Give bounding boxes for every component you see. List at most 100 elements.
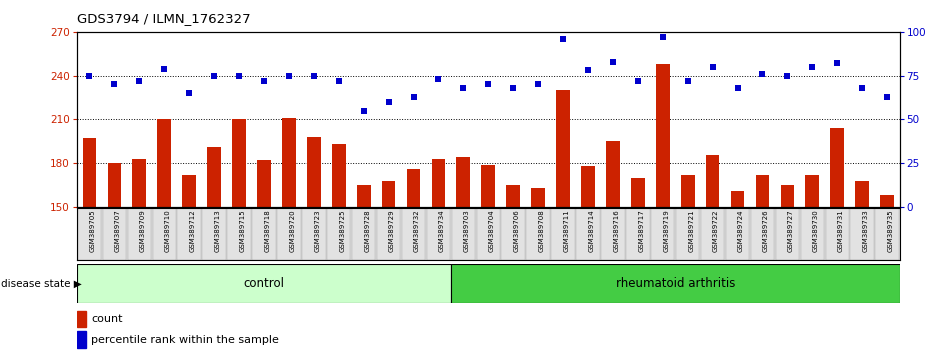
Bar [402,208,425,260]
Text: GSM389727: GSM389727 [788,209,793,252]
Point [730,85,745,91]
Bar [875,208,899,260]
Point [381,99,396,105]
Text: GSM389715: GSM389715 [239,209,245,252]
Bar [307,137,320,207]
Bar [556,90,570,207]
Bar [751,208,774,260]
Bar [177,208,201,260]
Text: GSM389714: GSM389714 [589,209,594,252]
Text: GSM389707: GSM389707 [115,209,121,252]
Point [306,73,321,79]
Text: GSM389705: GSM389705 [90,209,96,252]
Bar [581,166,594,207]
Bar [482,165,495,207]
Text: GSM389717: GSM389717 [639,209,644,252]
Text: GSM389720: GSM389720 [289,209,296,252]
Text: GSM389734: GSM389734 [439,209,445,252]
Text: count: count [91,314,123,324]
Point [256,78,271,84]
Point [556,36,571,42]
Text: GSM389731: GSM389731 [838,209,844,252]
Point [606,59,621,64]
Bar [776,208,799,260]
Bar [182,175,196,207]
Text: GSM389721: GSM389721 [688,209,694,252]
Bar [352,208,376,260]
Bar [700,208,724,260]
Text: GSM389718: GSM389718 [265,209,270,252]
Bar [456,158,470,207]
Bar [128,208,151,260]
Point [131,78,146,84]
Bar [656,64,670,207]
Bar [577,208,600,260]
Bar [506,185,520,207]
Bar [851,208,874,260]
Point [880,94,895,99]
Bar [676,208,700,260]
Text: GSM389710: GSM389710 [164,209,171,252]
Bar [880,195,894,207]
Bar [531,188,545,207]
Point [506,85,521,91]
Bar [232,120,246,207]
Point [854,85,870,91]
Bar [551,208,575,260]
Text: GSM389730: GSM389730 [813,209,819,252]
Bar [132,159,146,207]
Bar [152,208,176,260]
Bar [606,141,620,207]
Bar [302,208,326,260]
Bar [432,159,445,207]
Point [157,66,172,72]
Text: GSM389729: GSM389729 [389,209,395,252]
Bar [253,208,276,260]
Text: GSM389733: GSM389733 [863,209,869,252]
Text: GSM389712: GSM389712 [190,209,195,252]
Bar [780,185,794,207]
Text: control: control [243,277,285,290]
Bar [830,128,844,207]
Text: GSM389703: GSM389703 [464,209,470,252]
Bar [681,175,695,207]
Bar [357,185,371,207]
Bar [277,208,300,260]
Point [531,82,546,87]
Bar [801,208,824,260]
Text: rheumatoid arthritis: rheumatoid arthritis [616,277,735,290]
Bar [331,144,346,207]
Bar [651,208,674,260]
Point [406,94,421,99]
Text: GSM389709: GSM389709 [140,209,146,252]
Bar [825,208,849,260]
Text: disease state ▶: disease state ▶ [1,279,82,289]
Bar [77,311,86,327]
Point [780,73,795,79]
Text: GSM389728: GSM389728 [364,209,370,252]
Bar [208,147,221,207]
Point [232,73,247,79]
Bar [477,208,500,260]
Bar [601,208,624,260]
Bar [382,181,395,207]
Bar [83,138,97,207]
Point [630,78,645,84]
Point [805,64,820,70]
Bar [227,208,251,260]
Text: GSM389726: GSM389726 [763,209,769,252]
Point [282,73,297,79]
Bar [626,208,650,260]
Bar [527,208,550,260]
Bar [203,208,225,260]
Text: GSM389711: GSM389711 [563,209,570,252]
Text: GDS3794 / ILMN_1762327: GDS3794 / ILMN_1762327 [77,12,251,25]
Bar [282,118,296,207]
Point [655,34,670,40]
Text: GSM389704: GSM389704 [489,209,495,252]
Bar [806,175,819,207]
Point [107,82,122,87]
Bar [158,120,171,207]
Text: GSM389713: GSM389713 [215,209,221,252]
Bar [102,208,126,260]
